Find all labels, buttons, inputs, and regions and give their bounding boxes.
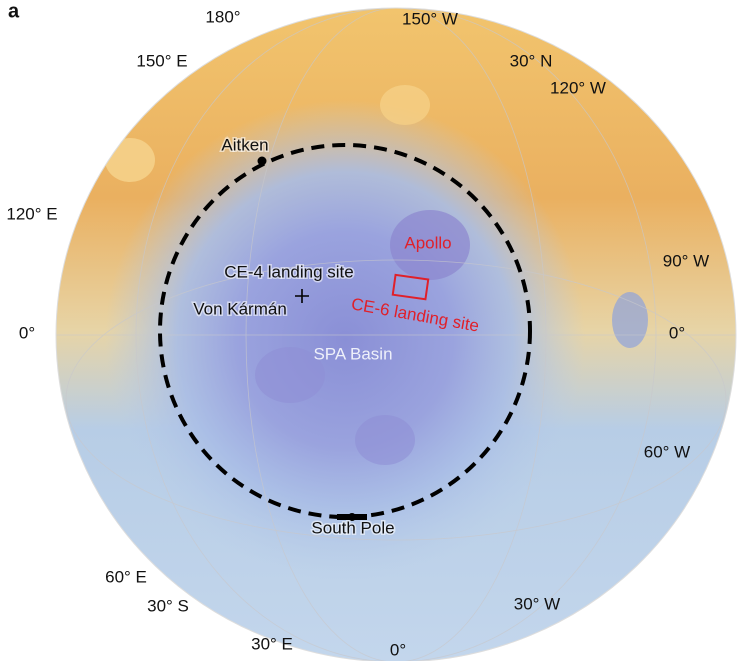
graticule-label: 150° E [136, 51, 187, 70]
globe-outline [55, 7, 737, 661]
feature-label: CE-4 landing site [224, 262, 353, 281]
graticule-label: 150° W [402, 9, 458, 28]
panel-label: a [8, 0, 20, 22]
feature-label: SPA Basin [313, 344, 392, 363]
graticule-label: 30° E [251, 634, 293, 653]
graticule-label: 30° N [510, 51, 553, 70]
globe [56, 8, 736, 661]
graticule-label: 0° [19, 323, 35, 342]
feature-label: Von Kármán [193, 299, 287, 318]
graticule-label: 120° E [6, 204, 57, 223]
graticule-label: 0° [390, 640, 406, 659]
graticule-label: 180° [205, 7, 240, 26]
graticule-label: 60° E [105, 567, 147, 586]
graticule-label: 30° S [147, 596, 189, 615]
south-pole-dot [348, 513, 356, 521]
graticule-label: 60° W [644, 442, 690, 461]
aitken-marker [257, 156, 267, 166]
graticule-label: 120° W [550, 78, 606, 97]
feature-label: Apollo [404, 233, 451, 252]
graticule-label: 0° [669, 323, 685, 342]
ce4-marker [295, 289, 309, 303]
ce6-site-box [391, 273, 430, 301]
feature-label: South Pole [311, 518, 394, 537]
graticule-label: 90° W [663, 251, 709, 270]
spa-basin-boundary [158, 143, 532, 519]
graticule-label: 30° W [514, 594, 560, 613]
feature-label: Aitken [221, 135, 268, 154]
